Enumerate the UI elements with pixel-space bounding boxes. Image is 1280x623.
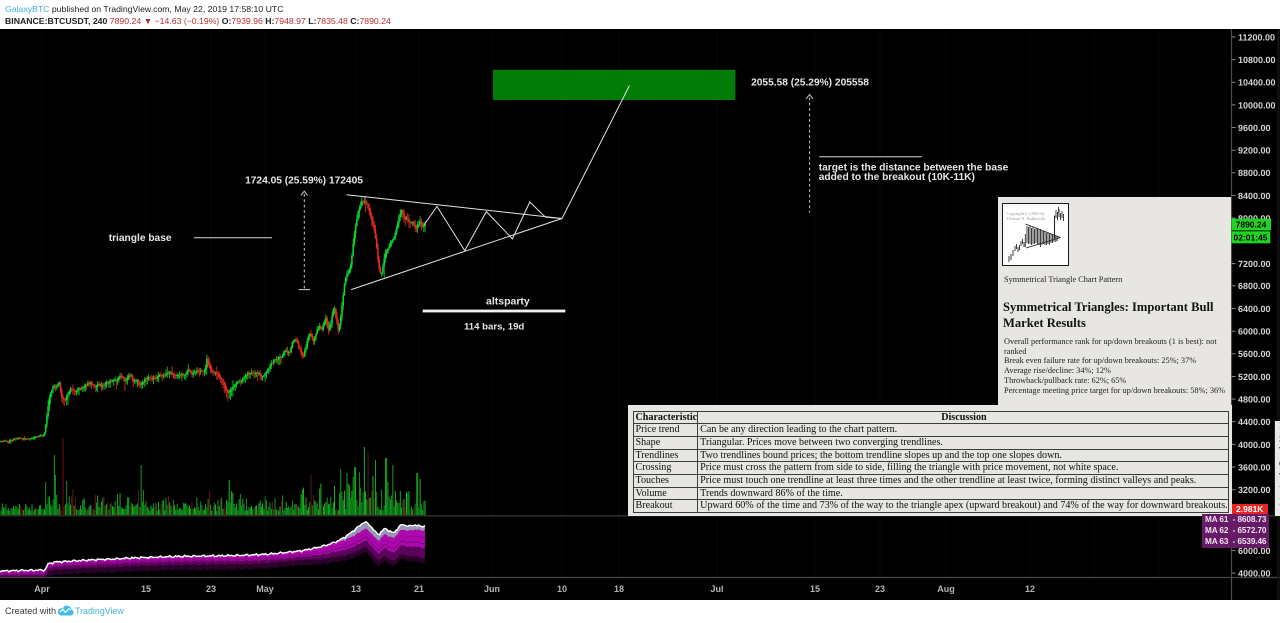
- svg-text:02:01:45: 02:01:45: [1233, 233, 1267, 243]
- svg-text:21: 21: [414, 584, 424, 594]
- svg-text:3600.00: 3600.00: [1238, 462, 1271, 472]
- svg-text:Apr: Apr: [34, 584, 50, 594]
- svg-text:target is the distance between: target is the distance between the base: [819, 163, 1009, 174]
- svg-text:8400.00: 8400.00: [1238, 191, 1271, 201]
- svg-text:15: 15: [141, 584, 151, 594]
- svg-text:2055.58 (25.29%) 205558: 2055.58 (25.29%) 205558: [751, 78, 869, 89]
- svg-text:3200.00: 3200.00: [1238, 485, 1271, 495]
- svg-text:7890.24: 7890.24: [1236, 220, 1267, 230]
- svg-text:Jun: Jun: [484, 584, 500, 594]
- svg-text:5600.00: 5600.00: [1238, 349, 1271, 359]
- svg-text:11200.00: 11200.00: [1238, 32, 1275, 42]
- svg-text:8800.00: 8800.00: [1238, 168, 1271, 178]
- svg-text:6000.00: 6000.00: [1238, 327, 1271, 337]
- svg-text:Thomas N. Bulkowski: Thomas N. Bulkowski: [1006, 216, 1046, 221]
- svg-text:114 bars, 19d: 114 bars, 19d: [464, 322, 524, 333]
- svg-text:6400.00: 6400.00: [1238, 304, 1271, 314]
- svg-text:6800.00: 6800.00: [1238, 281, 1271, 291]
- svg-text:May: May: [256, 584, 274, 594]
- svg-text:10000.00: 10000.00: [1238, 100, 1276, 110]
- svg-text:9600.00: 9600.00: [1238, 123, 1271, 133]
- svg-text:Aug: Aug: [937, 584, 955, 594]
- svg-text:23: 23: [206, 584, 216, 594]
- svg-text:6000.00: 6000.00: [1238, 546, 1271, 556]
- svg-text:10800.00: 10800.00: [1238, 55, 1276, 65]
- svg-text:Jul: Jul: [710, 584, 723, 594]
- svg-text:18: 18: [614, 584, 624, 594]
- svg-text:13: 13: [351, 584, 361, 594]
- svg-text:10: 10: [557, 584, 567, 594]
- svg-text:4000.00: 4000.00: [1238, 569, 1271, 579]
- svg-text:23: 23: [875, 584, 885, 594]
- svg-text:altsparty: altsparty: [486, 296, 530, 308]
- svg-text:4800.00: 4800.00: [1238, 395, 1271, 405]
- svg-text:9200.00: 9200.00: [1238, 146, 1271, 156]
- svg-text:12: 12: [1025, 584, 1035, 594]
- svg-text:added to the breakout (10K-11K: added to the breakout (10K-11K): [819, 172, 975, 183]
- svg-text:10400.00: 10400.00: [1238, 78, 1276, 88]
- svg-text:1724.05 (25.59%) 172405: 1724.05 (25.59%) 172405: [245, 176, 363, 187]
- svg-text:Copyright (c) 2005 by: Copyright (c) 2005 by: [1006, 211, 1045, 216]
- svg-text:triangle base: triangle base: [109, 233, 172, 244]
- svg-text:15: 15: [810, 584, 820, 594]
- svg-text:5200.00: 5200.00: [1238, 372, 1271, 382]
- svg-text:4000.00: 4000.00: [1238, 440, 1271, 450]
- svg-text:8000.00: 8000.00: [1238, 214, 1271, 224]
- svg-text:4400.00: 4400.00: [1238, 417, 1271, 427]
- svg-text:7200.00: 7200.00: [1238, 259, 1271, 269]
